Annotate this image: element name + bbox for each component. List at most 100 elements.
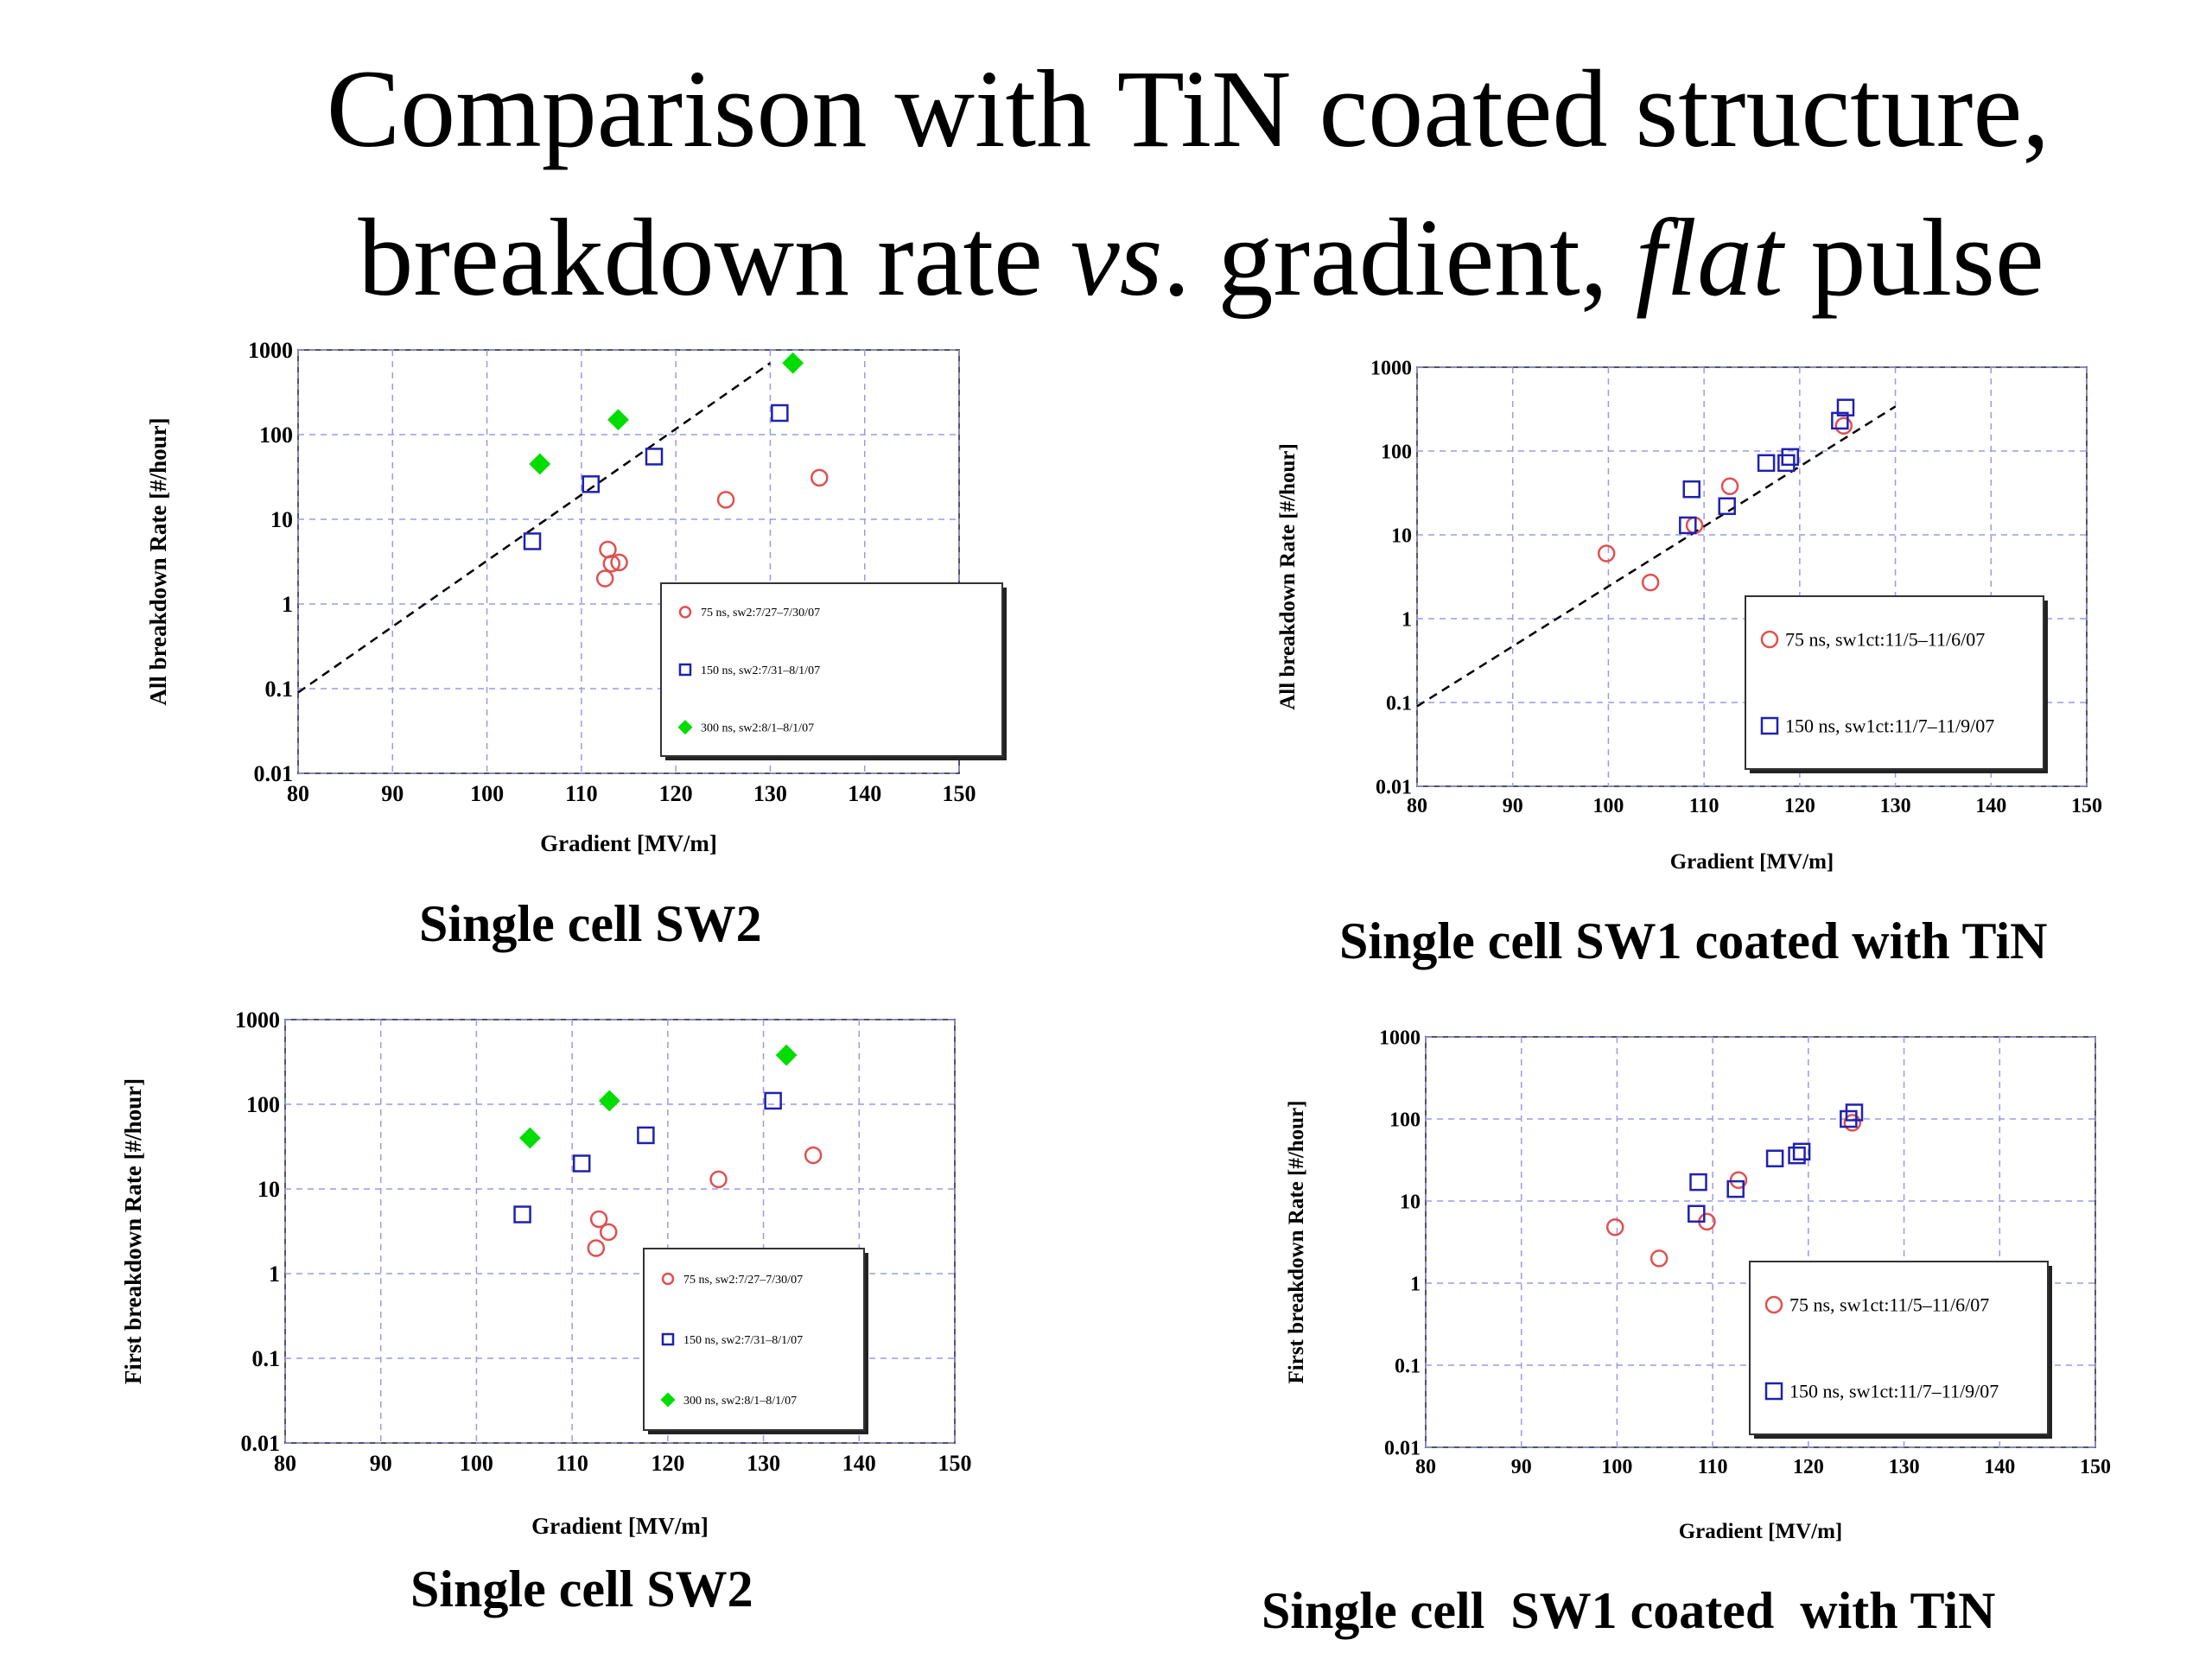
y-tick-label: 0.1 [1386,692,1412,715]
y-axis-label: All breakdown Rate [#/hour] [1276,443,1300,710]
x-tick-label: 130 [1889,1456,1920,1478]
legend-marker-blue [661,1332,675,1346]
legend-label: 150 ns, sw2:7/31–8/1/07 [701,664,820,677]
legend-label: 150 ns, sw1ct:11/7–11/9/07 [1789,1381,1999,1402]
data-point-blue [764,1091,782,1110]
data-point-green [529,453,551,475]
caption-chart-2: Single cell SW1 coated with TiN [1339,912,2048,969]
data-point-blue [513,1205,531,1224]
data-point-blue [1792,1142,1811,1161]
slide-title: Comparison with TiN coated structure, br… [0,35,2212,332]
title-line-2-part-c: pulse [1783,196,2044,319]
data-point-blue [1688,1205,1706,1223]
x-tick-label: 120 [1793,1456,1824,1478]
x-tick-label: 100 [1601,1456,1632,1478]
y-tick-label: 1 [1402,608,1412,631]
legend-label: 300 ns, sw2:8/1–8/1/07 [683,1395,797,1408]
y-tick-label: 0.01 [241,1431,281,1456]
data-point-blue [637,1126,655,1145]
chart-all-breakdown-sw2: 80 90 100 110 120 130 140 150 0.01 0.1 1 10 100 1000 G… [130,328,1106,903]
title-line-2-part-a: breakdown rate [358,196,1071,319]
x-tick-label: 140 [1975,795,2006,817]
legend-marker-blue [1764,1382,1783,1401]
y-tick-label: 1000 [1370,357,1412,379]
data-point-blue [1689,1173,1707,1192]
data-point-red [804,1146,823,1165]
legend-label: 150 ns, sw1ct:11/7–11/9/07 [1785,715,1994,737]
x-tick-label: 120 [659,781,693,806]
data-point-blue [1836,398,1855,416]
x-tick-label: 110 [1698,1456,1728,1478]
x-tick-label: 130 [1880,795,1911,817]
legend-marker-red [1760,630,1779,649]
data-point-red [1597,544,1616,563]
x-tick-label: 150 [2071,795,2102,817]
data-point-green [519,1127,541,1149]
chart-first-breakdown-sw1-tin: 80 90 100 110 120 130 140 150 0.01 0.1 1 10 100 1000 G… [1285,1024,2152,1564]
data-point-red [1605,1218,1624,1236]
data-point-blue [572,1154,591,1173]
data-point-green [607,409,629,431]
data-point-blue [582,475,601,493]
fit-line [1416,405,1897,708]
data-point-red [602,554,621,573]
x-axis-label: Gradient [MV/m] [531,1513,709,1539]
y-tick-label: 10 [1400,1191,1421,1213]
legend-box [643,1248,865,1431]
data-point-green [775,1044,798,1066]
y-tick-label: 100 [1381,441,1412,463]
legend-label: 75 ns, sw2:7/27–7/30/07 [683,1274,803,1287]
caption-chart-3: Single cell SW2 [410,1560,753,1618]
x-tick-label: 140 [1984,1456,2015,1478]
x-tick-label: 90 [370,1451,392,1476]
title-vs: vs [1070,196,1163,319]
x-tick-label: 150 [2080,1456,2111,1478]
data-point-blue [1831,411,1849,430]
data-point-blue [1845,1103,1864,1122]
data-point-green [598,1090,620,1112]
x-tick-label: 150 [938,1451,972,1476]
data-point-red [595,569,614,588]
data-point-red [1843,1114,1862,1132]
legend-marker-blue [1760,716,1779,735]
y-tick-label: 10 [257,1177,280,1202]
data-point-red [599,1223,618,1242]
x-axis-label: Gradient [MV/m] [540,830,717,856]
data-point-red [1720,477,1739,496]
y-tick-label: 0.1 [265,677,294,702]
data-point-blue [1765,1149,1784,1167]
x-tick-label: 120 [1784,795,1815,817]
title-line-2-part-b: . gradient, [1162,196,1636,319]
title-flat: flat [1635,196,1783,319]
x-tick-label: 130 [753,781,787,806]
data-point-green [782,352,804,374]
x-tick-label: 110 [556,1451,588,1476]
data-point-blue [771,404,789,423]
data-point-blue [1777,454,1796,473]
x-tick-label: 150 [943,781,976,806]
legend-marker-red [661,1272,675,1286]
caption-chart-4: Single cell SW1 coated with TiN [1262,1582,1996,1639]
legend-box [1749,1261,2049,1435]
y-axis-label: First breakdown Rate [#/hour] [120,1078,146,1384]
legend-label: 75 ns, sw1ct:11/5–11/6/07 [1785,629,1985,651]
y-tick-label: 1000 [1379,1027,1421,1049]
x-tick-label: 100 [1592,795,1624,817]
data-point-red [1729,1171,1748,1189]
data-point-blue [1718,497,1736,516]
legend-label: 300 ns, sw2:8/1–8/1/07 [701,722,814,735]
data-point-red [1641,573,1660,592]
legend-label: 75 ns, sw1ct:11/5–11/6/07 [1789,1294,1989,1316]
data-point-red [709,1170,728,1189]
y-tick-label: 1000 [248,338,293,363]
data-point-red [810,468,829,487]
y-tick-label: 0.1 [252,1346,281,1371]
chart-svg: 80 90 100 110 120 130 140 1500.010.11101001000G… [145,338,1007,856]
x-axis-label: Gradient [MV/m] [1670,850,1834,874]
y-tick-label: 0.1 [1395,1355,1421,1377]
x-tick-label: 90 [1511,1456,1532,1478]
data-point-red [587,1239,606,1257]
data-point-red [716,491,735,509]
x-tick-label: 90 [1503,795,1523,817]
data-point-blue [1781,448,1800,467]
